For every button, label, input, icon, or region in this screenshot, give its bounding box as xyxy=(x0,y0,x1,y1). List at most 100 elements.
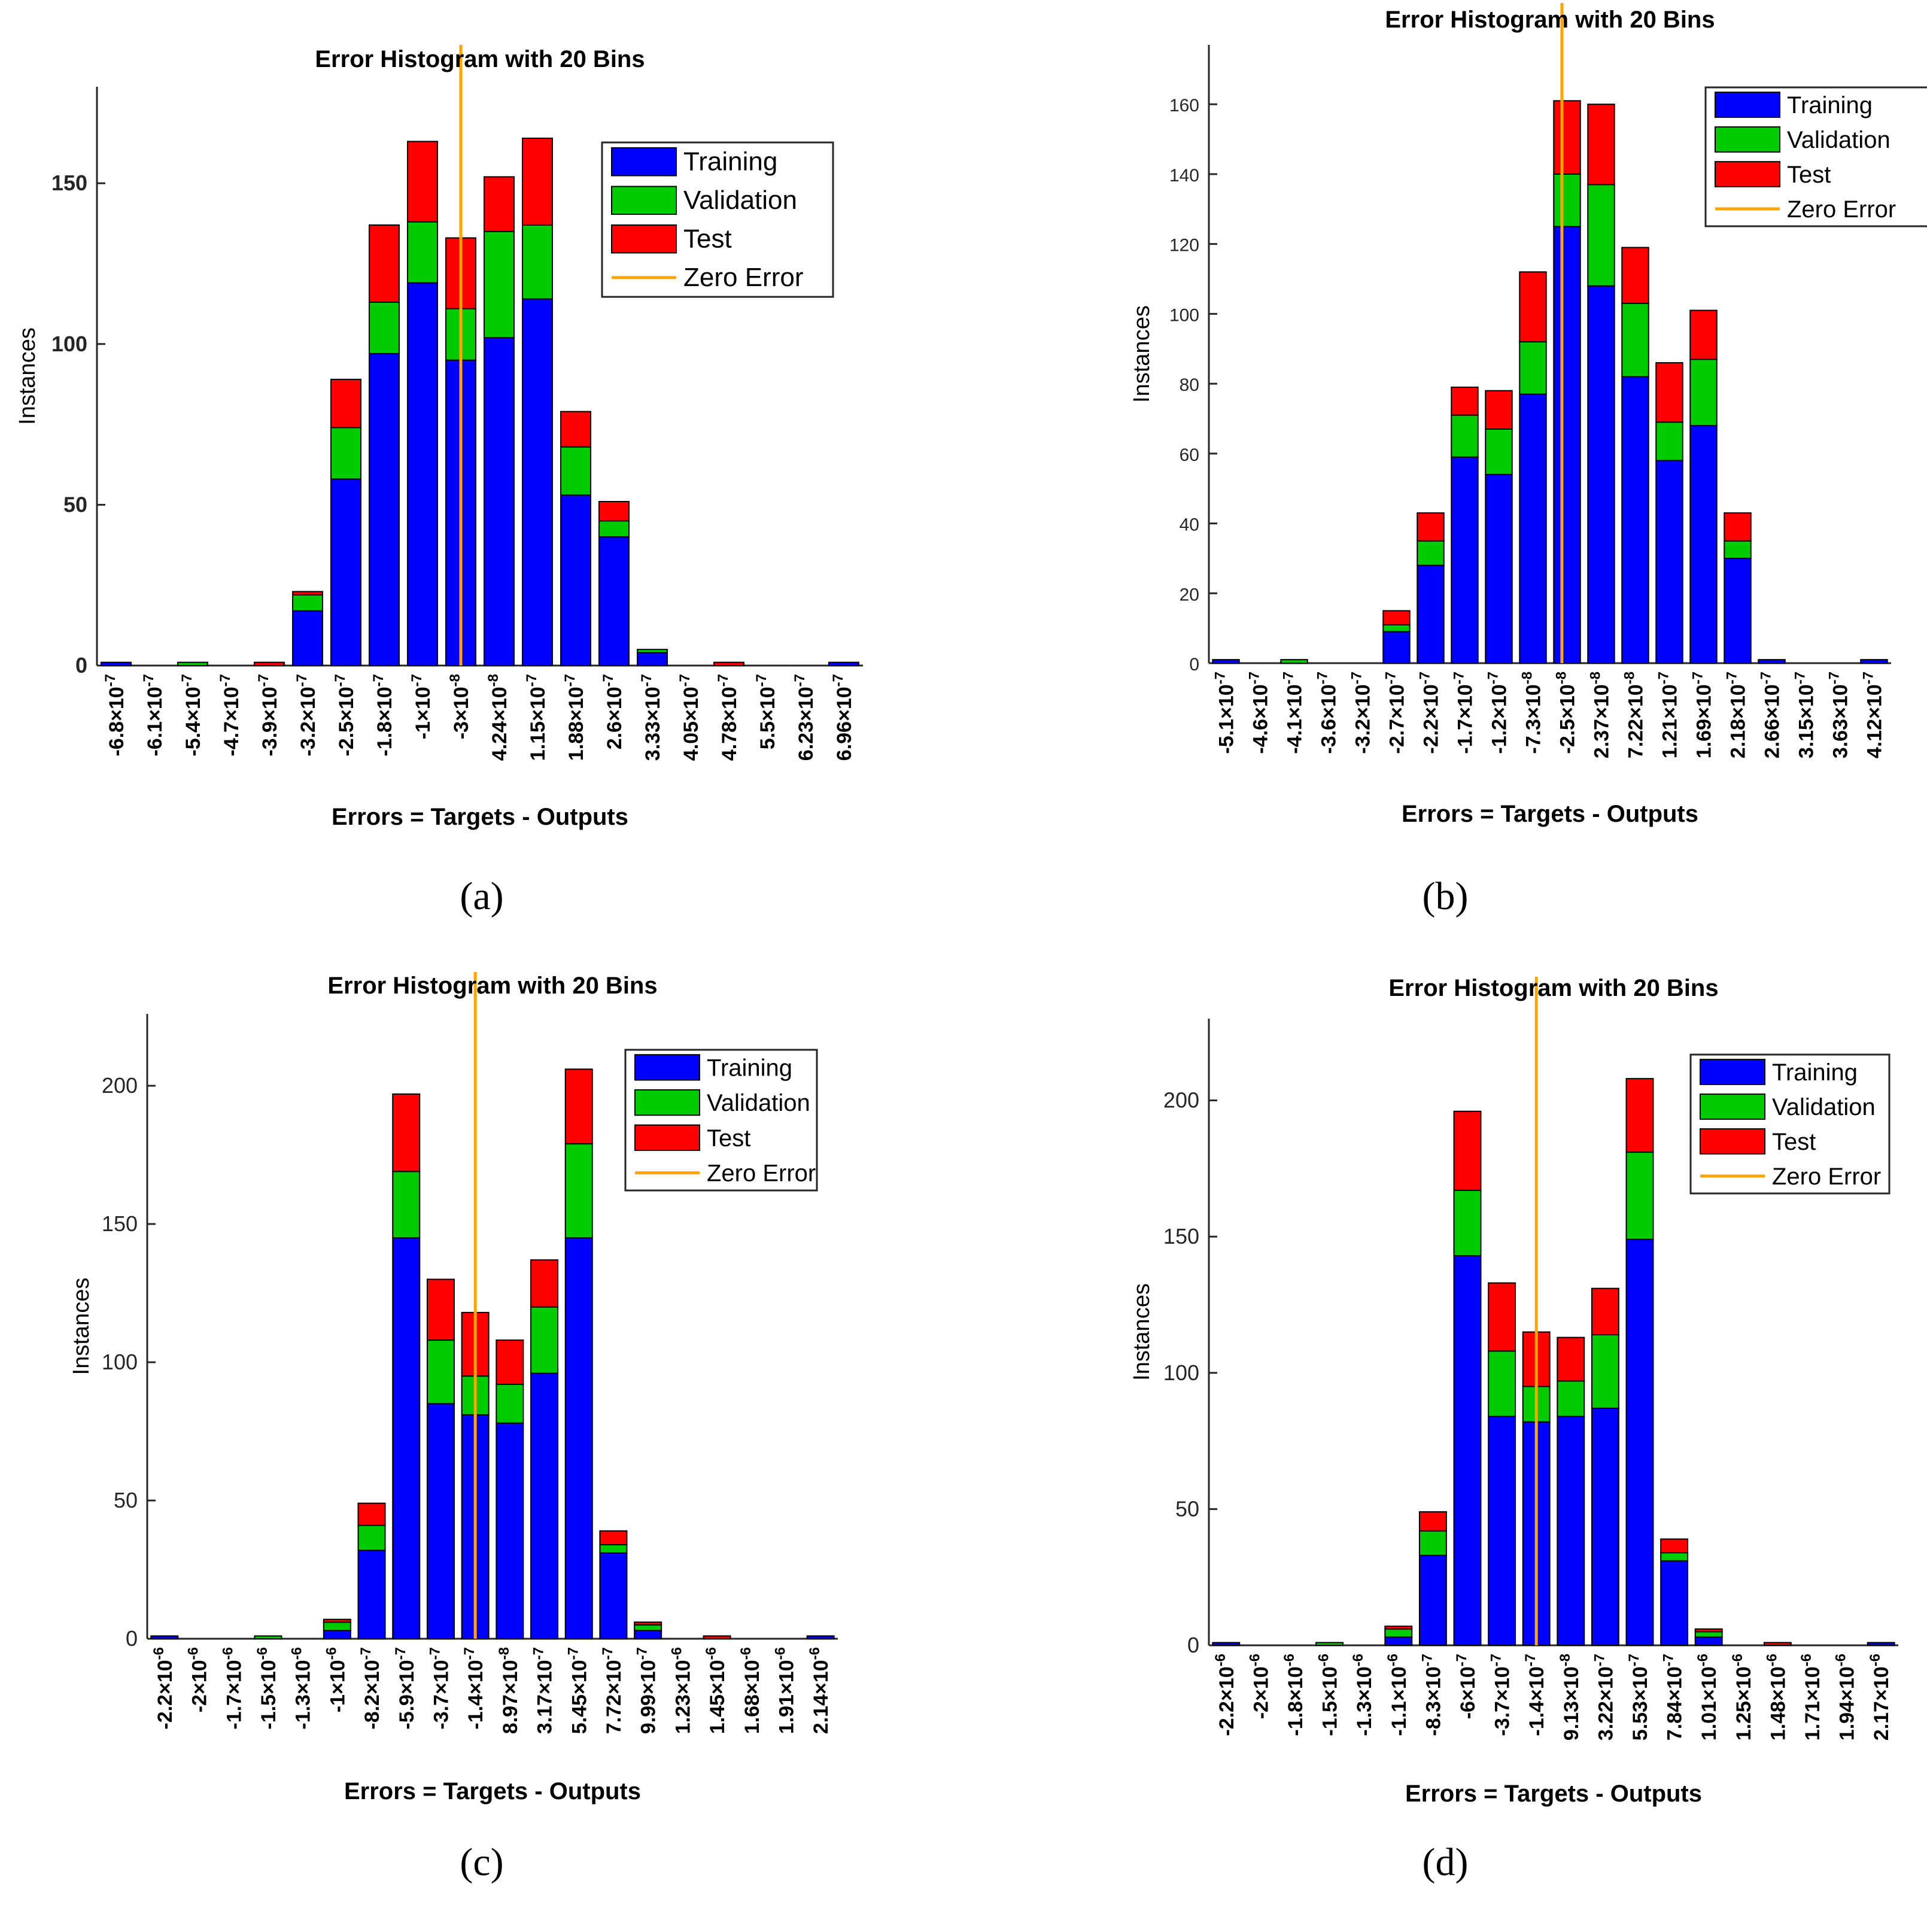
x-tick-label: -2.5×10-8 xyxy=(1554,672,1579,754)
chart-panel-c: 0 50 100 150 200 -2.2×10-6 -2×10-6 -1.7×10-6 -1.… xyxy=(0,966,964,1932)
histogram-a: 050100150-6.8×10-7-6.1×10-7-5.4×10-7-4.7… xyxy=(15,45,863,830)
x-tick-text: 9.13×10-8 xyxy=(1557,1654,1583,1740)
x-tick-text: -6.1×10-7 xyxy=(141,674,166,757)
x-tick-label: -3.9×10-7 xyxy=(256,674,281,757)
bar-test xyxy=(484,176,515,232)
x-tick-times: ×10 xyxy=(326,1660,349,1694)
bar-validation xyxy=(407,221,438,284)
x-tick-mantissa: -1.4 xyxy=(1525,1701,1548,1736)
bar-test xyxy=(357,1502,386,1526)
x-tick-exponent: -6 xyxy=(772,1647,788,1660)
x-tick-mantissa: 2.14 xyxy=(810,1694,832,1734)
x-tick-exponent: -7 xyxy=(1485,672,1502,684)
legend-swatch-training xyxy=(634,1054,700,1081)
x-tick-label: -2×10-6 xyxy=(186,1647,211,1712)
bar-test xyxy=(598,501,630,522)
bar-validation xyxy=(1451,414,1479,458)
x-tick-mantissa: -4.7 xyxy=(220,721,243,757)
x-tick-exponent: -7 xyxy=(370,674,387,686)
bar-validation xyxy=(564,1143,593,1239)
x-tick-label: 9.99×10-7 xyxy=(634,1647,660,1734)
x-tick-label: -3.2×10-7 xyxy=(1349,672,1375,754)
x-tick-exponent: -7 xyxy=(358,1647,374,1660)
x-tick-exponent: -6 xyxy=(668,1647,685,1660)
x-tick-label: 2.66×10-7 xyxy=(1758,672,1784,758)
bar-training xyxy=(1519,393,1547,664)
x-tick-text: 1.48×10-6 xyxy=(1764,1654,1789,1740)
bar-validation xyxy=(530,1306,559,1374)
legend-swatch-training xyxy=(611,147,677,177)
legend-label: Validation xyxy=(683,186,797,215)
x-tick-times: ×10 xyxy=(373,686,396,721)
chart-title: Error Histogram with 20 Bins xyxy=(315,46,645,72)
bar-training xyxy=(330,478,361,667)
x-tick-mantissa: 2.37 xyxy=(1591,719,1613,758)
x-tick-times: ×10 xyxy=(637,1660,660,1694)
bar-training xyxy=(292,610,323,667)
legend-swatch-training xyxy=(1715,92,1780,118)
x-tick-times: ×10 xyxy=(1870,1666,1893,1701)
y-tick-label: 80 xyxy=(1180,375,1199,395)
x-tick-label: -1.3×10-6 xyxy=(289,1647,315,1730)
x-tick-text: 1.94×10-6 xyxy=(1833,1654,1859,1740)
histogram-d: 050100150200-2.2×10-6-2×10-6-1.8×10-6-1.… xyxy=(1129,975,1898,1807)
x-tick-label: -4.7×10-7 xyxy=(217,674,243,757)
bar-test xyxy=(599,1530,628,1545)
bar-test xyxy=(1689,309,1718,360)
x-tick-mantissa: -6.1 xyxy=(144,721,166,757)
y-tick-label: 50 xyxy=(63,492,87,517)
legend-label: Zero Error xyxy=(1787,196,1896,223)
x-tick-times: ×10 xyxy=(810,1660,832,1694)
x-tick-times: ×10 xyxy=(1488,684,1511,719)
x-tick-exponent: -8 xyxy=(1554,672,1570,684)
x-tick-label: 1.15×10-7 xyxy=(524,674,549,761)
x-tick-mantissa: 2.66 xyxy=(1761,719,1784,758)
x-tick-times: ×10 xyxy=(1795,684,1818,719)
x-tick-exponent: -7 xyxy=(1281,672,1297,684)
bar-training xyxy=(1621,376,1649,664)
x-tick-mantissa: -2.7 xyxy=(1386,719,1409,754)
x-tick-times: ×10 xyxy=(603,1660,625,1694)
bar-test xyxy=(1485,390,1513,430)
x-tick-exponent: -6 xyxy=(1281,1654,1297,1666)
x-tick-label: -2.2×10-7 xyxy=(1417,672,1443,754)
x-tick-label: 4.24×10-8 xyxy=(485,674,511,761)
bar-test xyxy=(292,591,323,596)
x-tick-times: ×10 xyxy=(1557,684,1579,719)
x-tick-times: ×10 xyxy=(1693,684,1716,719)
bar-test xyxy=(407,141,438,223)
bar-test xyxy=(1384,1626,1413,1630)
x-tick-times: ×10 xyxy=(499,1660,522,1694)
x-tick-label: -7.3×10-8 xyxy=(1519,672,1545,754)
x-tick-text: 1.91×10-6 xyxy=(772,1647,798,1734)
x-tick-text: 1.21×10-7 xyxy=(1656,672,1682,758)
bar-validation xyxy=(484,230,515,339)
bar-training xyxy=(323,1630,351,1640)
x-tick-exponent: -8 xyxy=(1557,1654,1573,1666)
legend: Training Validation Test Zero Error xyxy=(1689,1053,1890,1195)
x-tick-times: ×10 xyxy=(642,686,664,721)
x-tick-label: -4.6×10-7 xyxy=(1247,672,1272,754)
bar-test xyxy=(254,661,285,667)
x-tick-label: 3.15×10-7 xyxy=(1792,672,1818,758)
legend-label: Zero Error xyxy=(707,1161,816,1187)
bar-test xyxy=(330,378,361,429)
bar-training xyxy=(426,1403,455,1640)
x-tick-times: ×10 xyxy=(189,1660,211,1694)
x-tick-exponent: -6 xyxy=(1695,1654,1711,1666)
x-tick-exponent: -7 xyxy=(1690,672,1706,684)
bar-training xyxy=(1418,1554,1447,1646)
x-tick-label: -4.1×10-7 xyxy=(1281,672,1306,754)
x-tick-mantissa: 1.23 xyxy=(671,1694,694,1734)
bar-validation xyxy=(1625,1152,1654,1240)
bar-test xyxy=(1488,1282,1516,1352)
x-tick-mantissa: 1.48 xyxy=(1767,1701,1789,1740)
x-axis-label: Errors = Targets - Outputs xyxy=(1405,1781,1702,1807)
x-tick-times: ×10 xyxy=(1215,1666,1238,1701)
y-tick-label: 50 xyxy=(1175,1496,1199,1521)
x-tick-label: 1.69×10-7 xyxy=(1690,672,1716,758)
x-tick-text: -7.3×10-8 xyxy=(1519,672,1545,754)
x-tick-exponent: -7 xyxy=(634,1647,651,1660)
legend-label: Test xyxy=(683,224,732,253)
x-tick-times: ×10 xyxy=(1250,684,1272,719)
